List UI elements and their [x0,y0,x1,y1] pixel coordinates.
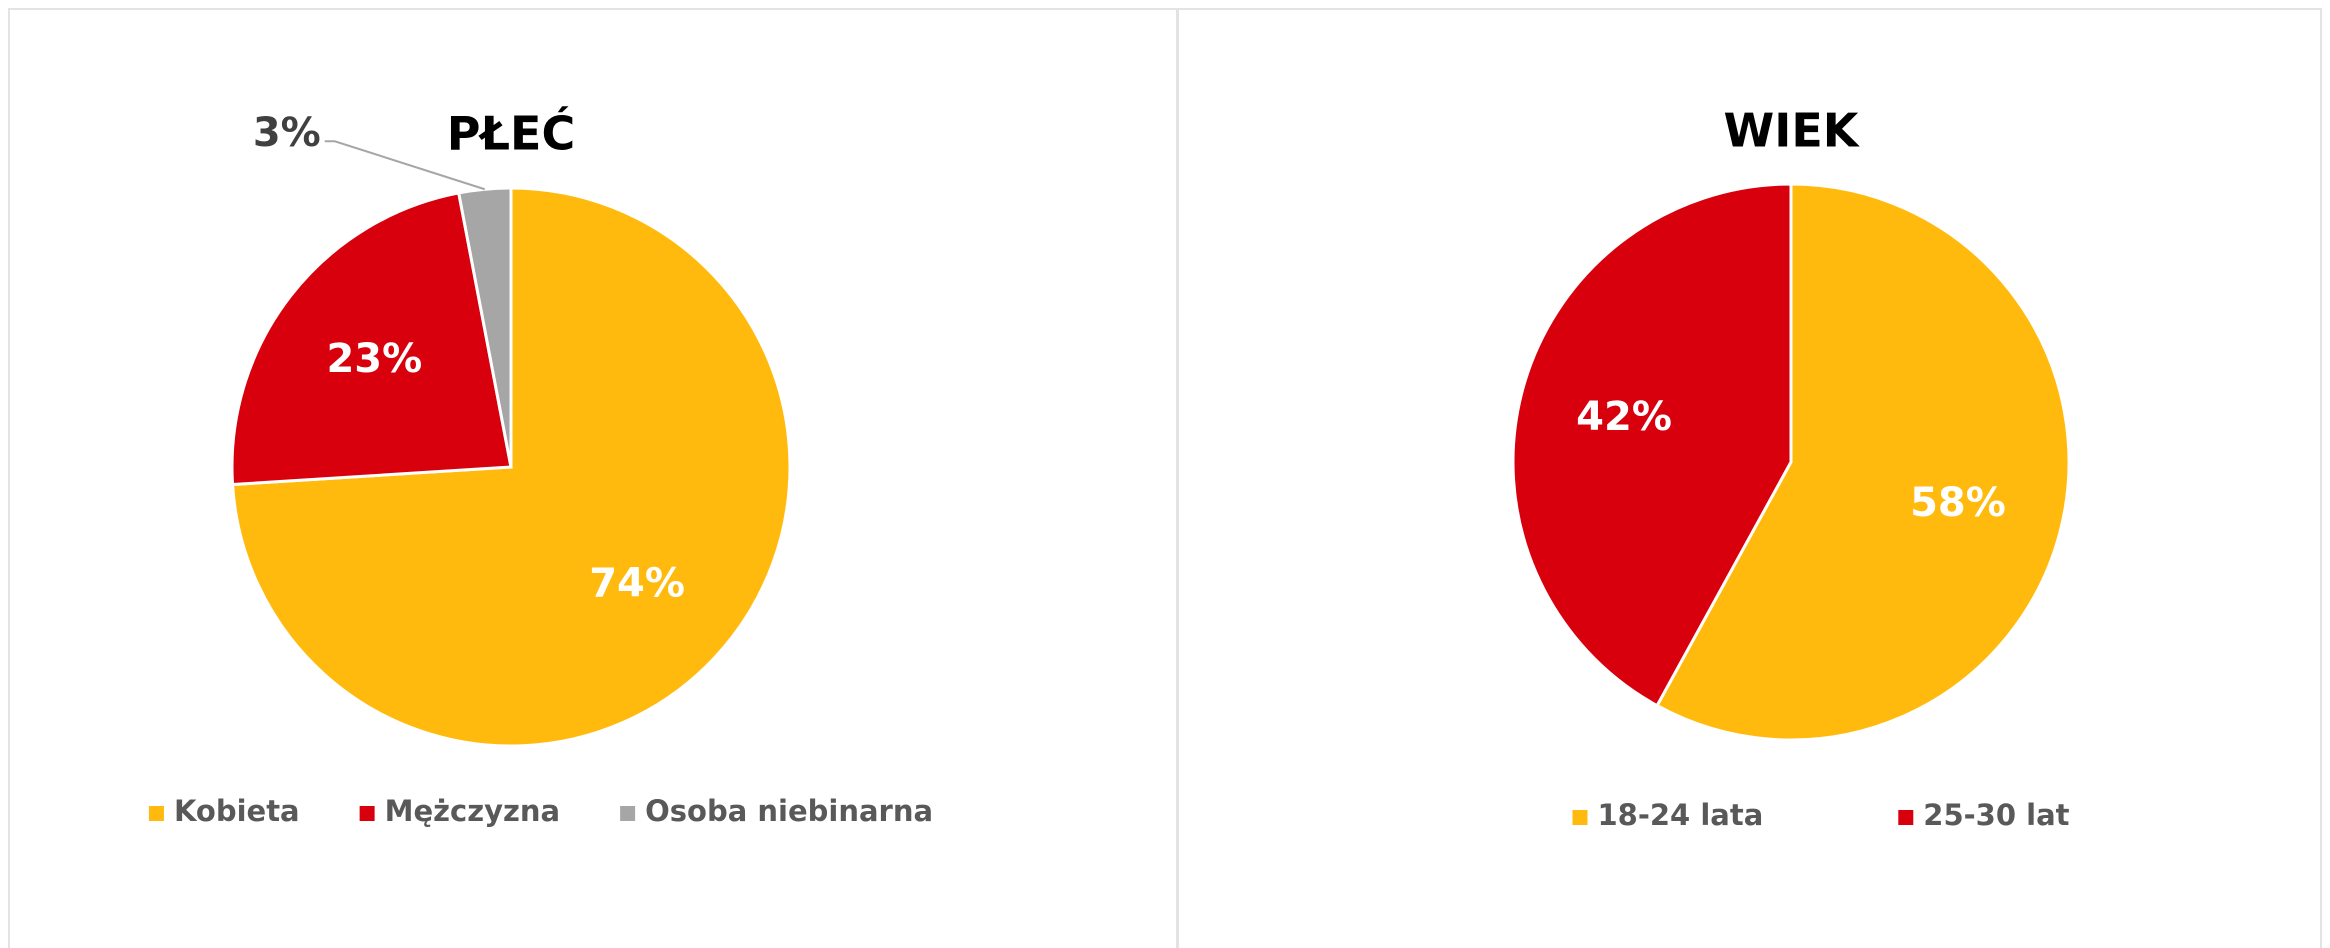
data-label: 42% [1576,394,1672,440]
legend-label: Kobieta [174,794,300,828]
pie-slice [1655,182,2071,742]
chart-title: PŁEĆ [447,107,575,161]
legend-label: 18-24 lata [1597,798,1763,832]
panel-border [1177,8,2322,948]
legend-swatch [1572,810,1588,825]
legend-swatch [148,806,164,821]
legend-swatch [620,806,636,821]
legend-label: Mężczyzna [385,794,560,828]
data-label: 23% [326,336,422,382]
legend-swatch [1898,810,1914,825]
pie-slice [230,191,513,487]
data-label: 58% [1910,480,2006,526]
leader-line [324,140,486,191]
data-label: 74% [589,560,685,606]
data-label: 3% [253,110,321,156]
pie-slice [456,186,513,468]
legend-label: 25-30 lat [1923,798,2069,832]
chart-title: WIEK [1724,104,1861,158]
pie-slice [1511,182,1793,708]
legend-label: Osoba niebinarna [645,794,933,828]
legend-swatch [359,806,375,821]
